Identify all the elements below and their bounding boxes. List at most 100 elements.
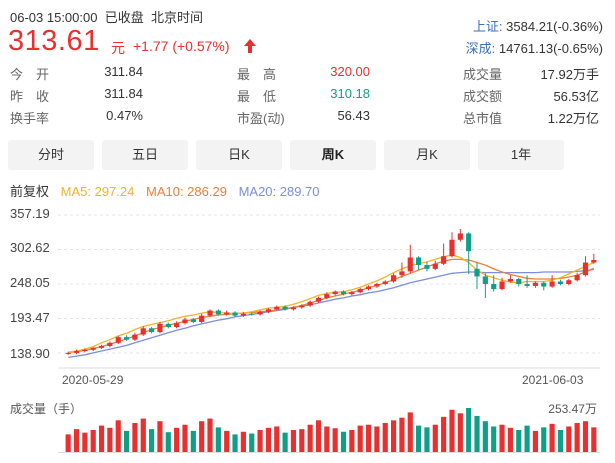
volume-bar (557, 430, 564, 452)
volume-label: 成交量（手） (10, 402, 83, 416)
y-tick-label: 193.47 (10, 310, 50, 325)
tab-intraday[interactable]: 分时 (8, 140, 94, 170)
candle-body (591, 260, 597, 263)
y-tick-label: 357.19 (10, 206, 50, 221)
candle-body (474, 268, 480, 277)
quote-header: 06-03 15:00:00 已收盘 北京时间 (10, 7, 203, 26)
candle-body (499, 281, 505, 290)
stat-label: 成交量 (463, 67, 503, 82)
candle-body (457, 233, 463, 240)
candle-body (566, 280, 572, 285)
candle-body (282, 306, 288, 310)
volume-bar (349, 430, 355, 452)
volume-bar (149, 429, 155, 452)
candle-body (532, 282, 539, 286)
volume-bar (357, 425, 363, 452)
volume-bar (332, 428, 338, 452)
volume-bar (215, 427, 221, 452)
volume-bar (98, 425, 105, 452)
stat-value: 310.18 (330, 86, 370, 101)
index-shenzhen[interactable]: 深成: 14761.13(-0.65%) (466, 38, 603, 57)
index-shanghai[interactable]: 上证: 3584.21(-0.36%) (473, 16, 603, 35)
stat-label: 市盈(动) (237, 111, 285, 126)
volume-bar (482, 421, 488, 452)
candle-body (90, 347, 96, 350)
volume-bar (174, 427, 180, 452)
quote-datetime: 06-03 15:00:00 (10, 10, 98, 25)
candle-body (174, 323, 180, 328)
volume-bar (474, 415, 480, 452)
volume-bar (265, 427, 272, 452)
volume-bar (315, 420, 322, 452)
volume-bar (549, 423, 555, 452)
candle-body (207, 310, 213, 316)
ma5-value: MA5: 297.24 (60, 184, 135, 199)
volume-bar (107, 427, 113, 452)
stat-label: 最 低 (237, 89, 277, 104)
y-tick-label: 248.05 (10, 275, 50, 290)
stat-label: 最 高 (237, 67, 277, 82)
candle-body (307, 301, 313, 306)
candle-body (482, 276, 488, 285)
volume-bar (82, 432, 88, 452)
candle-body (82, 349, 88, 352)
candle-body (340, 291, 347, 295)
volume-bar (324, 426, 330, 452)
price-change: +1.77 (+0.57%) (133, 38, 230, 54)
current-price: 313.61 (8, 25, 100, 57)
candle-body (349, 292, 355, 295)
volume-bar (123, 430, 130, 452)
candle-body (98, 345, 105, 348)
tab-five-day[interactable]: 五日 (102, 140, 188, 170)
up-arrow-icon (244, 39, 256, 53)
candle-body (215, 310, 221, 315)
volume-bar (507, 427, 513, 452)
volume-bar (340, 431, 347, 452)
candle-body (357, 289, 363, 293)
volume-bar (416, 425, 422, 452)
tab-one-year[interactable]: 1年 (478, 140, 564, 170)
candle-body (407, 257, 413, 272)
candle-body (140, 328, 146, 335)
candle-body (541, 282, 547, 287)
volume-bar (115, 420, 121, 452)
candle-body (115, 337, 121, 343)
volume-bar (466, 408, 472, 452)
volume-bar (566, 426, 572, 452)
volume-bar (382, 422, 388, 452)
volume-bar (524, 425, 530, 452)
volume-bar (432, 424, 438, 452)
stat-label: 今 开 (10, 67, 50, 82)
tab-weekly-k[interactable]: 周K (290, 140, 376, 170)
stat-value: 320.00 (330, 64, 370, 79)
tab-daily-k[interactable]: 日K (196, 140, 282, 170)
candle-body (65, 352, 71, 354)
volume-bar (282, 432, 288, 452)
candle-body (190, 319, 196, 322)
stat-value: 56.43 (337, 108, 370, 123)
candle-body (382, 281, 388, 285)
candle-body (432, 263, 438, 269)
volume-bar (90, 430, 96, 452)
volume-bar (140, 418, 146, 452)
volume-bar (499, 424, 505, 452)
index-name: 上证: (472, 19, 503, 34)
volume-bar (290, 430, 297, 452)
candle-body (240, 313, 246, 316)
stat-value: 17.92万手 (540, 67, 599, 82)
candle-body (182, 319, 188, 324)
candle-body (549, 281, 555, 287)
volume-bar (449, 409, 455, 452)
volume-bar (199, 421, 205, 452)
x-end-date: 2021-06-03 (522, 373, 584, 387)
candle-body (582, 262, 589, 276)
stat-value: 311.84 (104, 86, 143, 101)
volume-bar (365, 424, 372, 452)
index-name: 深成: (465, 41, 496, 56)
volume-bar (182, 424, 188, 452)
tab-monthly-k[interactable]: 月K (384, 140, 470, 170)
volume-bar (274, 426, 280, 452)
ma-legend: 前复权 MA5: 297.24 MA10: 286.29 MA20: 289.7… (10, 181, 328, 200)
volume-bar (157, 421, 163, 452)
